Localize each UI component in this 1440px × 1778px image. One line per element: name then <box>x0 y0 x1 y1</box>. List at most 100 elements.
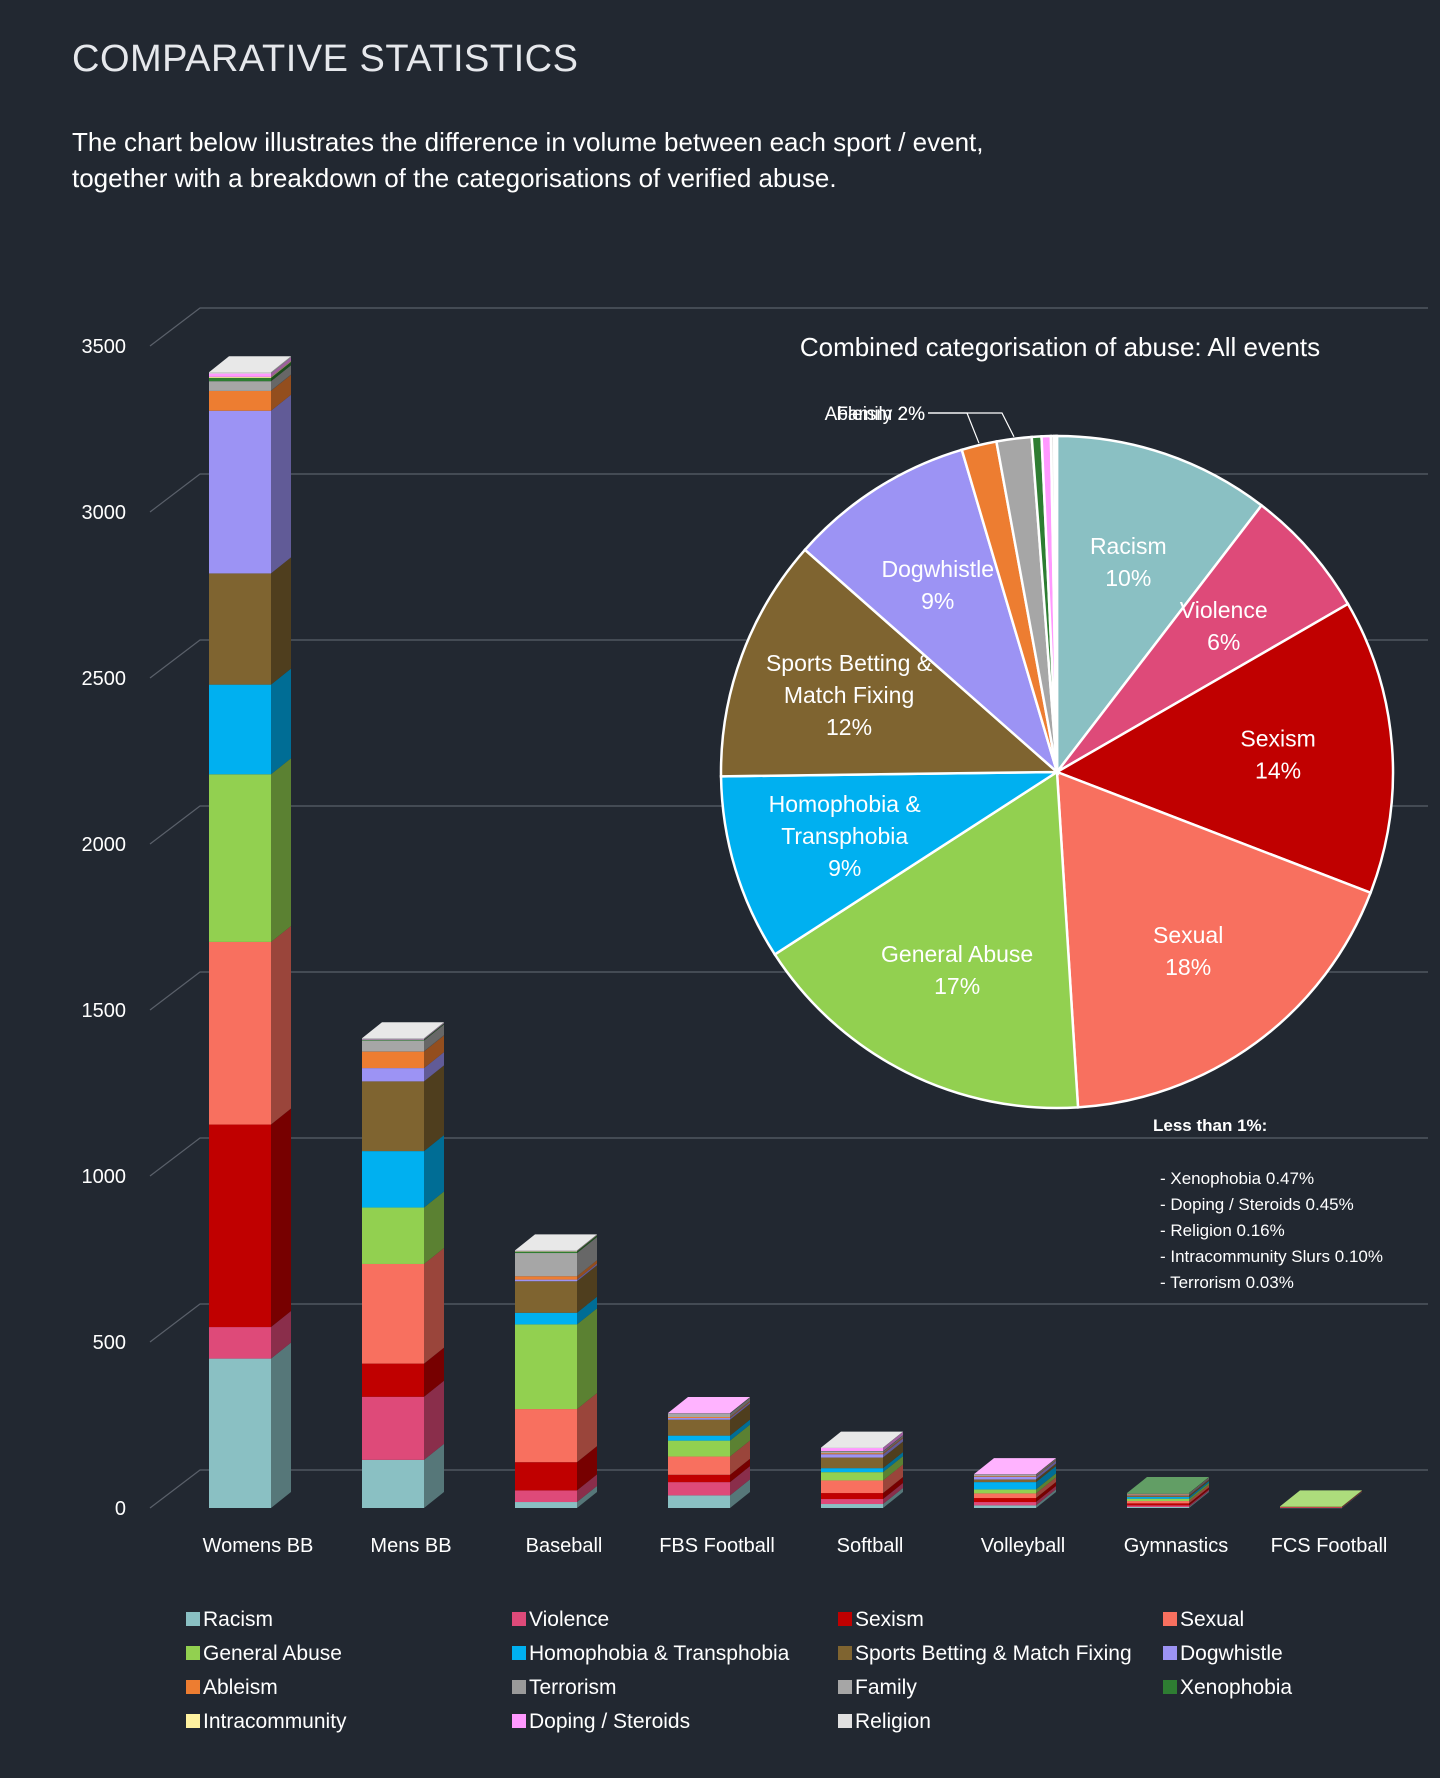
bar-segment-sexism <box>821 1477 903 1500</box>
bar-segment-religion <box>209 356 291 374</box>
bar-segment-xenophobia <box>1127 1477 1209 1494</box>
bar-segment-violence <box>362 1380 444 1460</box>
bar-segment-sexual <box>1127 1485 1209 1504</box>
bar-segment-sexism <box>668 1458 750 1483</box>
gridline-500 <box>149 1303 1428 1343</box>
legend-swatch <box>838 1714 852 1728</box>
bar-segment-sexism <box>1280 1491 1362 1508</box>
y-tick-label: 500 <box>93 1332 126 1354</box>
bar-segment-racism <box>515 1486 597 1508</box>
legend-label: Ableism <box>203 1676 278 1699</box>
bar-top-face <box>668 1397 750 1414</box>
pie-slice-sexism <box>1054 602 1395 895</box>
legend-item-doping-steroids: Doping / Steroids <box>512 1710 690 1733</box>
x-tick-label: FCS Football <box>1271 1535 1388 1557</box>
bar-segment-sexual <box>974 1477 1056 1499</box>
bar-segment-doping-steroids <box>974 1458 1056 1475</box>
legend-item-ableism: Ableism <box>186 1676 278 1699</box>
legend-item-homophobia-transphobia: Homophobia & Transphobia <box>512 1642 790 1665</box>
legend-item-terrorism: Terrorism <box>512 1676 617 1699</box>
bar-segment-homophobia-transphobia <box>668 1419 750 1441</box>
gridline-3500 <box>149 307 1428 347</box>
bar-segment-sexism <box>515 1446 597 1491</box>
bar-stack-baseball <box>515 1234 597 1508</box>
bar-segment-ableism <box>974 1460 1056 1477</box>
pie-slice-sexual <box>1055 770 1373 1109</box>
pie-chart: Combined categorisation of abuse: All ev… <box>719 332 1395 1110</box>
y-axis: 0 500 1000 1500 2000 2500 3000 3500 <box>82 336 127 1520</box>
legend-swatch <box>838 1612 852 1626</box>
bar-segment-homophobia-transphobia <box>1127 1481 1209 1499</box>
bar-segment-ableism <box>1127 1478 1209 1495</box>
gridline-0 <box>149 1469 1428 1509</box>
pie-slice-label: Racism <box>1090 533 1167 559</box>
note-item: - Religion 0.16% <box>1160 1221 1285 1240</box>
bar-segment-general-abuse <box>1127 1482 1209 1502</box>
x-tick-label: Softball <box>837 1535 904 1557</box>
bar-segment-family <box>515 1237 597 1277</box>
bar-segment-intracommunity <box>515 1235 597 1252</box>
bar-segment-sexism <box>362 1347 444 1397</box>
legend-item-violence: Violence <box>512 1608 609 1631</box>
y-tick-label: 3000 <box>82 502 127 524</box>
pie-slice-label: 14% <box>1255 758 1301 784</box>
bar-segment-dogwhistle <box>362 1052 444 1082</box>
legend-item-sports-betting-match-fixing: Sports Betting & Match Fixing <box>838 1642 1132 1665</box>
legend-label: Intracommunity <box>203 1710 347 1733</box>
pie-slice-racism <box>1055 434 1264 776</box>
bar-top-face <box>821 1431 903 1448</box>
bar-top-face <box>209 356 291 373</box>
bar-segment-ableism <box>668 1401 750 1419</box>
bar-segment-doping-steroids <box>209 357 291 377</box>
intro-line-2: together with a breakdown of the categor… <box>72 163 837 193</box>
legend-item-xenophobia: Xenophobia <box>1163 1676 1292 1699</box>
pie-slice-label: Sexual <box>1153 922 1223 948</box>
bar-segment-intracommunity <box>209 360 291 378</box>
note-item: - Xenophobia 0.47% <box>1160 1169 1314 1188</box>
pie-slice-label: 17% <box>934 973 980 999</box>
bar-segment-violence <box>209 1311 291 1359</box>
bar-segment-doping-steroids <box>668 1397 750 1414</box>
bar-segment-violence <box>515 1474 597 1503</box>
y-tick-label: 2000 <box>82 834 127 856</box>
legend-item-family: Family <box>838 1676 917 1699</box>
bar-segment-sports-betting-match-fixing <box>515 1265 597 1313</box>
legend-swatch <box>512 1612 526 1626</box>
legend-label: Homophobia & Transphobia <box>529 1642 790 1665</box>
pie-slice-label: 18% <box>1165 954 1211 980</box>
legend-swatch <box>186 1612 200 1626</box>
bar-segment-violence <box>1280 1491 1362 1508</box>
pie-slice-terrorism <box>1055 434 1059 773</box>
bar-top-face <box>1280 1490 1362 1507</box>
bar-segment-xenophobia <box>668 1397 750 1414</box>
bar-segment-dogwhistle <box>974 1460 1056 1480</box>
x-tick-label: Womens BB <box>203 1535 314 1557</box>
bar-segment-dogwhistle <box>668 1402 750 1420</box>
x-tick-label: Mens BB <box>370 1535 451 1557</box>
pie-callout-label: Family 2% <box>836 404 925 425</box>
note-title: Less than 1%: <box>1153 1116 1267 1135</box>
bar-segment-dogwhistle <box>1127 1478 1209 1496</box>
bar-stack-fbs-football <box>668 1397 750 1508</box>
bar-segment-homophobia-transphobia <box>515 1296 597 1325</box>
bar-segment-general-abuse <box>515 1308 597 1410</box>
y-tick-label: 0 <box>115 1498 126 1520</box>
bar-segment-sexism <box>974 1482 1056 1503</box>
bar-segment-terrorism <box>362 1035 444 1052</box>
pie-slice-label: Homophobia & <box>769 791 921 817</box>
bar-segment-sports-betting-match-fixing <box>821 1441 903 1469</box>
bar-segment-sexism <box>1127 1487 1209 1506</box>
x-axis: Womens BB Mens BB Baseball FBS Football Soft… <box>203 1535 1388 1557</box>
bar-segment-racism <box>209 1342 291 1508</box>
pie-slice-label: 6% <box>1207 629 1240 655</box>
legend: Racism Violence Sexism Sexual General Abuse H… <box>186 1608 1292 1733</box>
legend-item-sexual: Sexual <box>1163 1608 1244 1631</box>
pie-callout-label: Ableism 2% <box>825 404 925 425</box>
bar-stack-volleyball <box>974 1458 1056 1508</box>
bar-segment-ableism <box>821 1437 903 1455</box>
pie-note: Less than 1%: - Xenophobia 0.47% - Doping … <box>1153 1116 1383 1292</box>
pie-slice-homophobia-transphobia <box>719 770 1062 957</box>
pie-slice-label: General Abuse <box>881 941 1033 967</box>
bar-top-face <box>362 1022 444 1039</box>
note-item: - Doping / Steroids 0.45% <box>1160 1195 1354 1214</box>
